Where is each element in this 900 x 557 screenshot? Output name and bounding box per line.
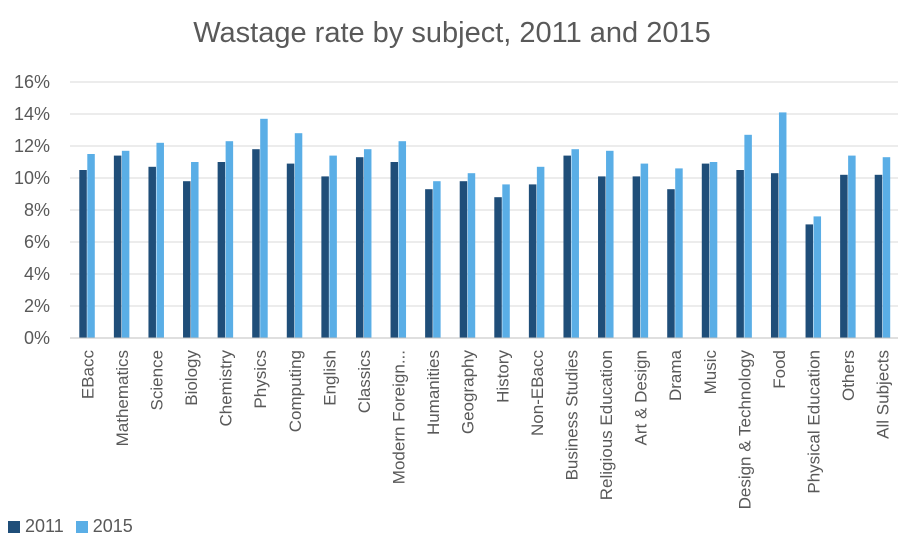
- bar-2011: [667, 189, 675, 338]
- x-tick-label: English: [320, 350, 339, 406]
- x-tick-label: Computing: [286, 350, 305, 432]
- bar-2015: [778, 112, 787, 339]
- bar-2011: [874, 174, 883, 338]
- bar-2015: [848, 155, 856, 338]
- bar-2011: [183, 181, 191, 338]
- bar-2015: [191, 162, 199, 338]
- bar-2011: [736, 170, 744, 338]
- bar-2015: [709, 162, 718, 338]
- bar-2011: [770, 173, 779, 338]
- bar-2011: [113, 155, 122, 338]
- y-tick-label: 4%: [24, 264, 50, 284]
- y-tick-label: 16%: [14, 72, 50, 92]
- bar-2011: [528, 184, 537, 338]
- bar-2011: [598, 176, 606, 338]
- bar-2015: [467, 173, 476, 338]
- x-tick-label: Music: [701, 350, 720, 395]
- bar-2011: [563, 155, 571, 338]
- x-tick-label: Biology: [182, 350, 201, 406]
- bar-2015: [87, 154, 95, 338]
- y-tick-label: 0%: [24, 328, 50, 348]
- legend-label-2011: 2011: [25, 516, 64, 536]
- y-tick-label: 6%: [24, 232, 50, 252]
- bar-2015: [121, 150, 130, 338]
- bar-2011: [252, 149, 260, 338]
- x-tick-label: Physical Education: [805, 350, 824, 494]
- bar-2011: [355, 157, 364, 338]
- bar-2015: [260, 118, 268, 338]
- bar-2015: [329, 155, 337, 338]
- x-tick-label: Food: [770, 350, 789, 389]
- legend-swatch-2015: [75, 520, 88, 533]
- x-tick-label: Modern Foreign...: [390, 350, 409, 484]
- bar-2011: [217, 162, 226, 338]
- bar-2015: [606, 150, 614, 338]
- legend: 2011 2015: [8, 516, 145, 537]
- x-tick-label: History: [493, 350, 512, 403]
- x-tick-label: Business Studies: [562, 350, 581, 480]
- x-tick-label: Mathematics: [113, 350, 132, 446]
- legend-swatch-2011: [8, 520, 20, 533]
- y-tick-label: 14%: [14, 104, 50, 124]
- bar-2011: [805, 224, 814, 338]
- x-tick-label: Art & Design: [632, 350, 651, 445]
- bar-2015: [398, 141, 407, 338]
- chart-title: Wastage rate by subject, 2011 and 2015: [193, 17, 711, 49]
- bar-2011: [79, 170, 87, 338]
- bar-2015: [225, 141, 234, 338]
- y-tick-label: 8%: [24, 200, 50, 220]
- bar-2011: [494, 197, 502, 338]
- y-axis-ticks: 0% 2% 4% 6% 8% 10% 12% 14% 16%: [14, 72, 50, 348]
- bar-2015: [502, 184, 510, 338]
- x-tick-label: Design & Technology: [735, 350, 754, 510]
- bar-2011: [321, 176, 329, 338]
- x-tick-label: Others: [839, 350, 858, 401]
- bar-2015: [363, 149, 372, 338]
- bar-2011: [632, 176, 641, 338]
- bar-2011: [148, 166, 156, 338]
- x-tick-label: Geography: [459, 350, 478, 435]
- bar-2015: [294, 133, 303, 338]
- x-tick-label: EBacc: [78, 350, 97, 400]
- x-tick-label: Religious Education: [597, 350, 616, 500]
- bar-2015: [744, 134, 752, 338]
- bar-2011: [459, 181, 468, 338]
- y-tick-label: 12%: [14, 136, 50, 156]
- gridlines: [70, 81, 898, 307]
- legend-label-2015: 2015: [92, 516, 133, 536]
- x-axis-ticks: EBacc Mathematics Science Biology Chemistry P…: [78, 349, 892, 509]
- bar-2015: [156, 142, 164, 338]
- y-tick-label: 2%: [24, 296, 50, 316]
- x-tick-label: Non-EBacc: [528, 350, 547, 436]
- bar-2015: [813, 216, 822, 338]
- bar-2015: [640, 163, 649, 338]
- bars: [79, 112, 891, 339]
- x-tick-label: Drama: [666, 349, 685, 401]
- bar-2011: [286, 163, 295, 338]
- bar-2015: [536, 166, 545, 338]
- bar-2011: [840, 174, 848, 338]
- x-tick-label: Chemistry: [217, 350, 236, 427]
- x-tick-label: Classics: [355, 350, 374, 413]
- bar-2011: [701, 163, 710, 338]
- x-tick-label: Physics: [251, 350, 270, 409]
- x-tick-label: Science: [147, 350, 166, 410]
- legend-item-2011: 2011: [8, 516, 64, 537]
- bar-2015: [675, 168, 683, 338]
- bar-2011: [425, 189, 433, 338]
- x-tick-label: Humanities: [424, 350, 443, 435]
- x-tick-label: All Subjects: [874, 350, 893, 439]
- bar-2015: [433, 181, 441, 338]
- y-tick-label: 10%: [14, 168, 50, 188]
- bar-2015: [571, 149, 579, 338]
- bar-2015: [882, 157, 891, 338]
- bar-2011: [390, 162, 399, 338]
- legend-item-2015: 2015: [75, 516, 133, 537]
